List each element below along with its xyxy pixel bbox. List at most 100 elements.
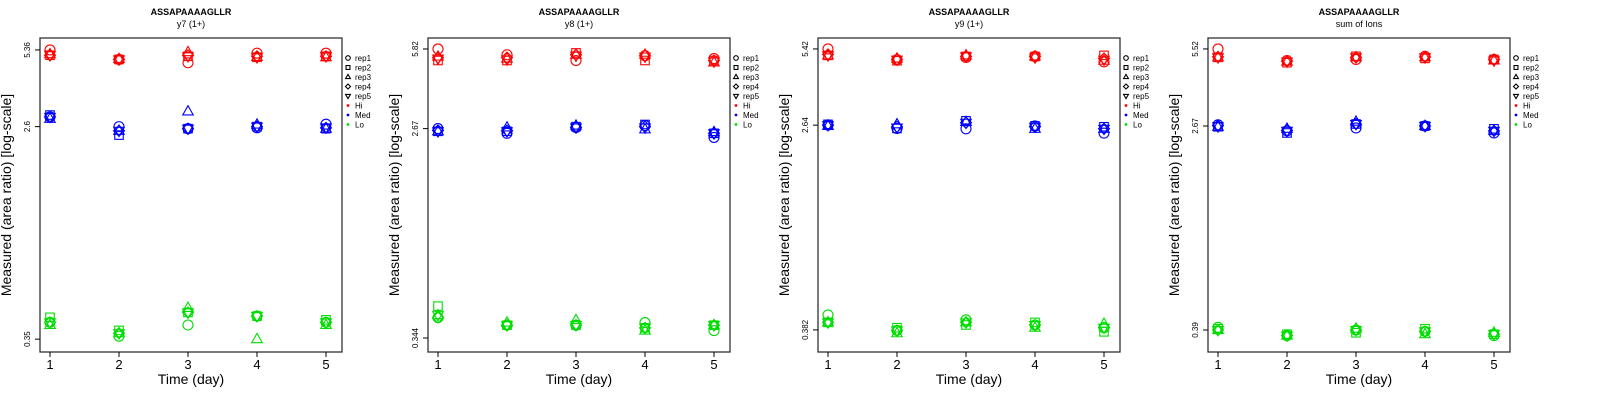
legend-label: Med [743, 111, 759, 120]
data-point-med-rep5 [1211, 122, 1225, 134]
data-point-hi-rep4 [250, 49, 264, 63]
data-point-lo-rep5 [43, 318, 57, 330]
y-tick-label: 0.35 [23, 331, 32, 347]
y-tick-label: 0.344 [411, 327, 420, 348]
data-point-lo-rep3 [1280, 328, 1294, 340]
legend-marker-triangle-down [344, 93, 352, 100]
legend-dot-lo [346, 123, 350, 126]
legend-label: rep2 [1523, 64, 1540, 73]
data-point-med-rep5 [638, 123, 652, 135]
y-tick-label: 5.52 [1191, 41, 1200, 57]
data-point-lo-rep2 [183, 307, 193, 318]
legend-marker-triangle-up [1122, 73, 1130, 80]
legend-label: rep2 [355, 64, 372, 73]
legend-label: rep5 [743, 92, 760, 101]
data-point-lo-rep2 [709, 320, 719, 330]
legend-marker-diamond [344, 83, 352, 90]
legend-label: rep4 [1133, 83, 1150, 92]
data-point-hi-rep5 [431, 54, 445, 66]
data-point-hi-rep5 [1211, 53, 1225, 65]
data-point-lo-rep5 [707, 321, 721, 333]
data-point-hi-rep3 [1028, 49, 1042, 61]
legend-marker-triangle-up [344, 73, 352, 80]
legend-dot-lo [1124, 123, 1128, 126]
data-point-med-rep3 [431, 124, 445, 136]
data-point-hi-rep5 [1487, 56, 1501, 68]
y-axis-label: Measured (area ratio) [log-scale] [0, 94, 14, 296]
y-tick-label: 0.382 [801, 319, 810, 340]
chart-subtitle: sum of Ions [1336, 19, 1383, 29]
data-point-hi-rep1 [501, 49, 513, 61]
panel-3: ASSAPAAAAGLLR y9 (1+) 1 2 3 4 5 Time (day) 5.42 2… [776, 7, 1150, 387]
legend-dot-lo [1514, 123, 1518, 126]
data-point-hi-rep1 [822, 43, 834, 55]
data-point-lo-rep2 [823, 317, 833, 328]
chart-subtitle: y8 (1+) [565, 19, 593, 29]
legend-marker-diamond [1512, 83, 1520, 90]
data-point-hi-rep1 [1098, 56, 1110, 68]
data-point-hi-rep3 [319, 50, 333, 62]
data-point-hi-rep5 [1097, 55, 1111, 67]
legend-label: Med [355, 111, 371, 120]
data-point-med-rep5 [1028, 122, 1042, 134]
x-axis-label: Time (day) [158, 371, 224, 387]
data-point-med-rep1 [960, 123, 972, 135]
data-point-lo-rep5 [1211, 325, 1225, 337]
data-point-lo-rep1 [822, 309, 834, 321]
legend-label: Lo [1133, 121, 1142, 130]
data-point-lo-rep3 [181, 301, 195, 312]
data-point-med-rep5 [821, 121, 835, 132]
data-point-hi-rep3 [1349, 50, 1363, 62]
plot-frame [427, 37, 731, 353]
data-point-hi-rep5 [1418, 53, 1432, 65]
legend-label: rep2 [743, 64, 760, 73]
data-point-hi-rep3 [112, 52, 126, 64]
data-point-lo-rep5 [250, 312, 264, 323]
data-point-med-rep5 [1487, 126, 1501, 138]
chart-title: ASSAPAAAAGLLR [151, 7, 232, 17]
data-point-lo-rep5 [500, 321, 514, 333]
x-tick-label: 4 [641, 357, 648, 372]
legend-label: rep5 [1523, 92, 1540, 101]
legend-marker-triangle-down [732, 93, 740, 100]
panel-2: ASSAPAAAAGLLR y8 (1+) 1 2 3 4 5 Time (day) 5.82 2… [386, 7, 760, 387]
data-point-med-rep5 [500, 127, 514, 139]
y-tick-label: 2.64 [801, 117, 810, 133]
legend-dot-med [1124, 113, 1128, 117]
x-axis-label: Time (day) [1326, 371, 1392, 387]
data-point-lo-rep3 [250, 332, 264, 344]
data-point-lo-rep5 [959, 318, 973, 330]
data-point-hi-rep5 [707, 57, 721, 69]
legend-dot-med [346, 113, 350, 117]
data-point-med-rep5 [319, 123, 333, 135]
data-point-hi-rep2 [1099, 50, 1109, 61]
data-point-med-rep5 [43, 112, 57, 124]
data-point-hi-rep4 [821, 48, 835, 61]
data-point-hi-rep4 [431, 51, 445, 64]
data-point-hi-rep4 [569, 48, 583, 62]
data-point-hi-rep3 [1487, 53, 1501, 65]
x-tick-label: 1 [824, 357, 831, 372]
x-tick-label: 3 [962, 357, 969, 372]
x-tick-label: 4 [1421, 357, 1428, 372]
data-point-med-rep5 [1418, 121, 1432, 133]
data-point-hi-rep3 [1211, 50, 1225, 62]
legend-label: Hi [743, 102, 751, 111]
legend-label: rep3 [1523, 73, 1540, 82]
legend-label: rep4 [355, 83, 372, 92]
data-point-lo-rep1 [708, 325, 720, 337]
legend-dot-hi [734, 104, 738, 107]
data-point-lo-rep3 [1211, 323, 1225, 335]
y-axis-label: Measured (area ratio) [log-scale] [776, 94, 792, 296]
data-point-hi-rep5 [959, 52, 973, 64]
legend-marker-triangle-up [732, 73, 740, 80]
x-tick-label: 4 [253, 357, 260, 372]
legend-label: Lo [743, 121, 752, 130]
data-point-lo-rep5 [890, 326, 904, 338]
data-point-med-rep5 [1097, 124, 1111, 136]
x-axis-label: Time (day) [936, 371, 1002, 387]
data-point-lo-rep5 [1097, 323, 1111, 335]
data-point-lo-rep5 [431, 311, 445, 323]
